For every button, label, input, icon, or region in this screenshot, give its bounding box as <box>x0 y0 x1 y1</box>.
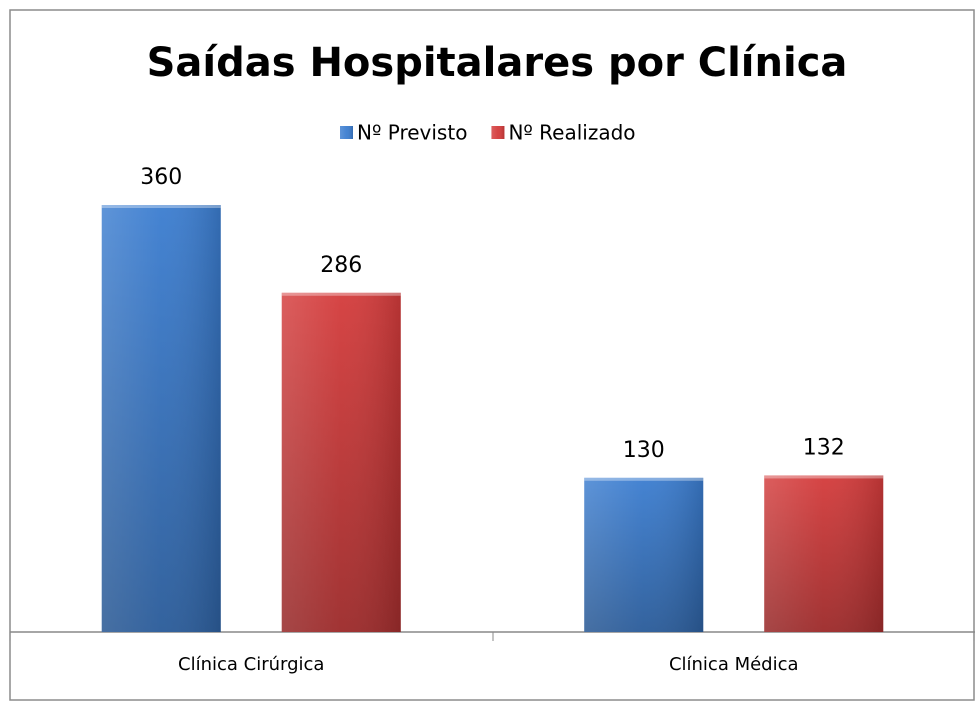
bar-shade <box>584 477 704 632</box>
bar-top <box>584 477 704 481</box>
legend-label: Nº Previsto <box>357 121 467 145</box>
legend-label: Nº Realizado <box>508 121 635 145</box>
bar-shade <box>101 205 221 632</box>
bar-top <box>101 205 221 208</box>
bar-shade <box>764 475 884 632</box>
data-label: 132 <box>803 435 845 460</box>
chart-title: Saídas Hospitalares por Clínica <box>147 40 848 86</box>
bar-top <box>281 292 401 296</box>
bar-shade <box>281 292 401 632</box>
x-tick-label: Clínica Cirúrgica <box>178 654 324 675</box>
legend-swatch-shade <box>491 126 505 139</box>
data-label: 286 <box>320 253 362 278</box>
data-label: 130 <box>623 438 665 463</box>
bar-top <box>764 475 884 479</box>
legend-swatch-shade <box>340 126 353 139</box>
data-label: 360 <box>140 165 182 190</box>
x-tick-label: Clínica Médica <box>669 654 799 675</box>
